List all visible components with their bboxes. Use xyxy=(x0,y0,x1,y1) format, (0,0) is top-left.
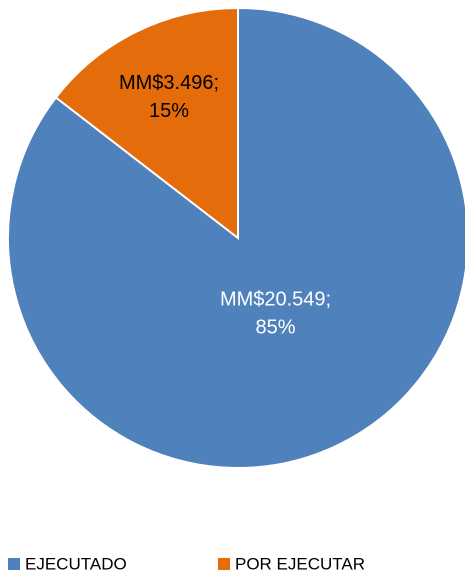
legend-swatch xyxy=(8,558,20,570)
percent-label: 85% xyxy=(256,317,296,339)
value-label: MM$3.496; xyxy=(119,72,219,94)
legend-label: EJECUTADO xyxy=(25,554,127,573)
percent-label: 15% xyxy=(149,100,189,122)
value-label: MM$20.549; xyxy=(220,289,331,311)
pie-slice xyxy=(54,6,239,241)
legend-label: POR EJECUTAR xyxy=(235,554,365,573)
legend-swatch xyxy=(218,558,230,570)
